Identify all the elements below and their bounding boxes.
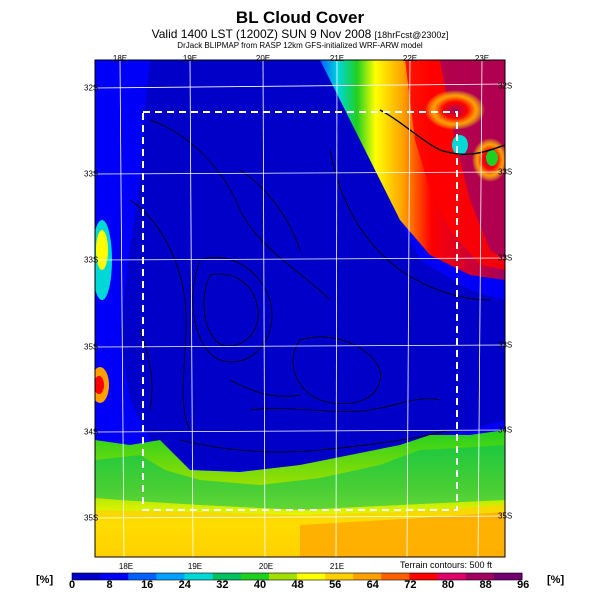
colorbar-unit-left: [%]: [36, 574, 54, 586]
colorbar-tick-label: 56: [329, 579, 342, 591]
colorbar-tick-label: 64: [366, 579, 379, 591]
colorbar-tick-label: 96: [517, 579, 530, 591]
lon-label-top: 21E: [329, 54, 345, 63]
terrain-contours: [129, 109, 505, 453]
colorbar-swatch: [156, 573, 185, 580]
lon-label-bottom: 21E: [329, 562, 345, 571]
lon-label-bottom: 18E: [118, 562, 134, 571]
lon-label-top: 22E: [402, 54, 418, 63]
colorbar-tick-label: 40: [253, 579, 267, 591]
colorbar-swatch: [268, 573, 298, 580]
lat-label-left: 34S: [84, 427, 99, 437]
lat-label-left: 35S: [84, 342, 99, 352]
colorbar-swatch: [493, 573, 523, 580]
colorbar-tick-label: 80: [441, 579, 455, 591]
colorbar-swatch: [437, 573, 467, 580]
cloud-hotspot: [486, 150, 498, 166]
colorbar-tick-label: 8: [106, 579, 113, 591]
lon-label-bottom: 20E: [258, 562, 274, 571]
lon-label-top: 20E: [255, 54, 271, 63]
latlon-grid: [95, 60, 505, 557]
cloud-band-south-orange: [300, 512, 505, 557]
forecast-note: [18hrFcst@2300z]: [374, 30, 449, 40]
lat-label-right: 33S: [498, 167, 513, 177]
cloud-hotspot: [452, 135, 468, 155]
colorbar-swatch: [297, 573, 326, 580]
lat-label-right: 33S: [498, 340, 513, 350]
cloud-spot-west: [95, 376, 104, 394]
lat-label-left: 32S: [84, 83, 99, 93]
valid-time: Valid 1400 LST (1200Z) SUN 9 Nov 2008: [151, 27, 372, 41]
colorbar-tick-label: 72: [404, 579, 417, 591]
lon-label-bottom: 19E: [187, 562, 203, 571]
colorbar-swatch: [212, 573, 242, 580]
colorbar-swatch: [325, 573, 354, 580]
colorbar-swatch: [128, 573, 157, 580]
colorbar-tick-label: 48: [291, 579, 304, 591]
colorbar-tick-label: 16: [141, 579, 154, 591]
colorbar-tick-label: 88: [479, 579, 492, 591]
lat-label-right: 32S: [498, 81, 513, 91]
lat-label-left: 35S: [84, 513, 99, 523]
colorbar-tick-label: 0: [68, 579, 76, 591]
map-frame: [94, 59, 506, 558]
lat-label-right: 34S: [498, 425, 513, 435]
colorbar-tick-label: 32: [216, 579, 229, 591]
land-region: [120, 60, 505, 470]
colorbar-swatch: [353, 573, 382, 580]
map-subtitle: Valid 1400 LST (1200Z) SUN 9 Nov 2008 [1…: [0, 27, 600, 41]
colorbar-swatch: [100, 573, 129, 580]
model-credit: DrJack BLIPMAP from RASP 12km GFS-initia…: [177, 41, 423, 50]
lat-label-right: 33S: [498, 253, 513, 263]
colorbar-swatch: [409, 573, 439, 580]
lat-label-right: 35S: [498, 511, 513, 521]
terrain-contour-note: Terrain contours: 500 ft: [400, 560, 493, 570]
cloud-hotspot: [425, 90, 485, 130]
lon-label-top: 23E: [474, 54, 490, 63]
inner-domain-box: [142, 111, 458, 511]
colorbar: [71, 572, 523, 581]
lon-label-top: 18E: [112, 54, 128, 63]
lon-label-top: 19E: [182, 54, 198, 63]
lat-label-left: 33S: [84, 169, 99, 179]
colorbar-swatch: [184, 573, 214, 580]
colorbar-swatch: [240, 573, 270, 580]
colorbar-swatch: [381, 573, 410, 580]
lat-label-left: 33S: [84, 255, 99, 265]
map-title: BL Cloud Cover: [235, 8, 365, 27]
colorbar-tick-label: 24: [178, 579, 191, 591]
colorbar-frame: [71, 572, 523, 581]
colorbar-unit-right: [%]: [547, 574, 565, 586]
cloud-band-south-inner: [95, 445, 505, 510]
colorbar-swatch: [465, 573, 495, 580]
colorbar-swatch: [72, 573, 101, 580]
